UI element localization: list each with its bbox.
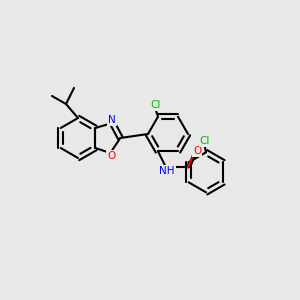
Text: N: N	[108, 115, 116, 125]
Text: Cl: Cl	[151, 100, 161, 110]
Text: O: O	[107, 151, 116, 161]
Text: Cl: Cl	[200, 136, 210, 146]
Text: NH: NH	[159, 166, 175, 176]
Text: O: O	[193, 146, 201, 156]
